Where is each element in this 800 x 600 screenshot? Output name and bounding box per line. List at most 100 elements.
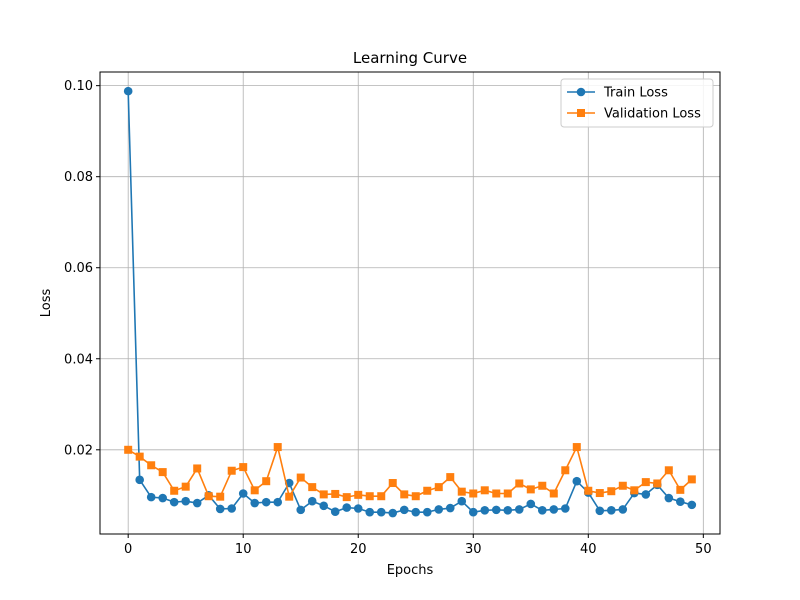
series-line	[127, 446, 693, 498]
data-point	[595, 506, 605, 516]
data-point	[434, 483, 443, 492]
data-point	[492, 489, 501, 498]
data-point	[653, 479, 662, 488]
legend-marker	[576, 87, 586, 97]
y-tick-label: 0.04	[64, 352, 93, 367]
data-point	[227, 466, 236, 475]
data-point	[434, 505, 444, 514]
plot-frame	[99, 71, 721, 535]
data-point	[561, 466, 570, 475]
data-point	[319, 501, 329, 511]
data-point	[503, 506, 513, 515]
data-point	[273, 497, 283, 507]
y-tick-label: 0.10	[64, 79, 93, 94]
data-point	[468, 507, 478, 517]
x-axis-label: Epochs	[387, 563, 434, 578]
data-point	[560, 504, 570, 513]
data-point	[572, 476, 582, 486]
data-point	[169, 497, 179, 507]
data-point	[331, 489, 340, 498]
data-point	[262, 477, 271, 486]
data-point	[353, 504, 363, 513]
data-point	[238, 489, 248, 498]
data-point	[457, 496, 467, 506]
data-point	[399, 505, 409, 515]
data-point	[572, 443, 581, 452]
series-layer	[123, 86, 697, 518]
data-point	[307, 496, 317, 506]
data-point	[618, 481, 627, 490]
y-tick-label: 0.08	[64, 170, 93, 185]
data-point	[469, 489, 478, 498]
data-point	[330, 507, 340, 516]
data-point	[584, 486, 593, 495]
data-point	[388, 508, 398, 518]
data-point	[296, 505, 306, 515]
data-point	[285, 492, 294, 501]
x-tick-label: 50	[695, 542, 712, 557]
data-point	[515, 479, 524, 488]
x-tick-label: 20	[350, 542, 367, 557]
data-point	[549, 489, 558, 498]
data-point	[215, 504, 225, 514]
data-point	[319, 490, 328, 499]
data-point	[411, 492, 420, 501]
data-point	[606, 506, 616, 515]
data-point	[365, 507, 375, 517]
data-point	[296, 473, 305, 482]
data-point	[446, 473, 455, 482]
data-point	[377, 492, 386, 501]
data-point	[400, 490, 409, 499]
data-point	[480, 506, 490, 515]
data-point	[250, 498, 260, 508]
data-point	[181, 496, 190, 506]
data-point	[457, 487, 466, 496]
data-point	[630, 486, 639, 495]
legend-label: Validation Loss	[604, 107, 701, 122]
data-point	[422, 507, 432, 517]
data-point	[170, 486, 179, 495]
data-point	[135, 475, 144, 485]
data-point	[480, 486, 489, 495]
data-point	[261, 497, 271, 507]
chart-title: Learning Curve	[353, 49, 467, 67]
legend-box	[560, 78, 714, 128]
data-point	[250, 486, 259, 495]
data-point	[147, 461, 156, 470]
legend-entry: Validation Loss	[567, 107, 701, 122]
data-point	[491, 505, 501, 515]
data-point	[537, 506, 547, 515]
data-point	[158, 493, 167, 503]
data-point	[445, 503, 455, 513]
data-point	[687, 500, 697, 510]
data-point	[423, 486, 432, 495]
legend: Train Loss Validation Loss	[560, 78, 714, 128]
legend-marker	[577, 109, 585, 117]
data-point	[354, 490, 363, 499]
x-tick-label: 0	[124, 542, 132, 557]
data-point	[549, 505, 559, 514]
data-point	[216, 492, 225, 501]
data-point	[641, 490, 651, 499]
data-point	[538, 481, 547, 490]
data-point	[239, 463, 248, 472]
data-point	[526, 499, 536, 509]
data-point	[342, 493, 351, 502]
grid	[100, 72, 720, 534]
data-point	[158, 468, 167, 477]
data-point	[192, 498, 202, 508]
data-point	[273, 443, 282, 452]
x-tick-label: 10	[235, 542, 252, 557]
data-point	[181, 482, 190, 491]
data-point	[676, 485, 685, 494]
y-axis-label: Loss	[39, 289, 54, 318]
x-tick-label: 30	[465, 542, 482, 557]
data-point	[193, 464, 202, 473]
data-point	[411, 507, 421, 517]
y-tick-label: 0.06	[64, 261, 93, 276]
x-tick-label: 40	[580, 542, 597, 557]
legend-entry: Train Loss	[567, 86, 668, 101]
data-point	[388, 479, 397, 488]
data-point	[514, 505, 524, 514]
